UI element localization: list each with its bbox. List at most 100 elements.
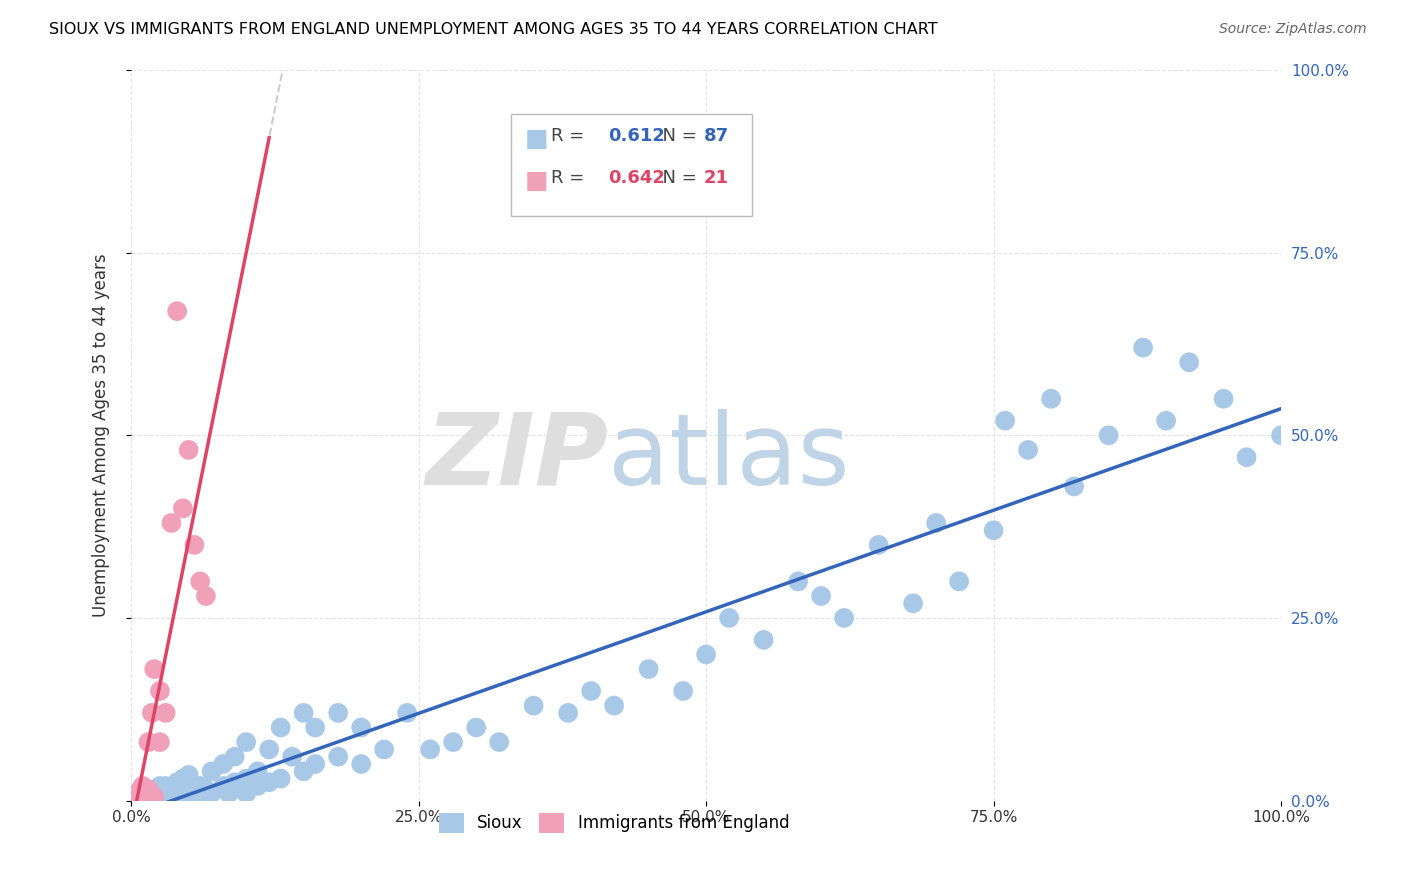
- Point: [138, 782, 160, 797]
- Point: [328, 706, 350, 720]
- Point: [901, 596, 924, 610]
- Point: [465, 721, 488, 735]
- Text: N =: N =: [651, 169, 703, 186]
- Point: [177, 768, 200, 782]
- Point: [166, 304, 188, 318]
- Point: [292, 706, 315, 720]
- Point: [672, 684, 695, 698]
- Point: [143, 782, 166, 797]
- Point: [194, 589, 217, 603]
- Point: [138, 735, 160, 749]
- Point: [810, 589, 832, 603]
- Point: [155, 779, 177, 793]
- Point: [441, 735, 464, 749]
- Point: [149, 735, 172, 749]
- Point: [177, 442, 200, 457]
- Point: [166, 775, 188, 789]
- Point: [143, 789, 166, 804]
- Point: [925, 516, 948, 530]
- Text: SIOUX VS IMMIGRANTS FROM ENGLAND UNEMPLOYMENT AMONG AGES 35 TO 44 YEARS CORRELAT: SIOUX VS IMMIGRANTS FROM ENGLAND UNEMPLO…: [49, 22, 938, 37]
- Point: [350, 757, 373, 772]
- Point: [131, 789, 153, 804]
- Point: [131, 786, 153, 800]
- Text: 21: 21: [704, 169, 728, 186]
- Point: [141, 706, 163, 720]
- Point: [257, 742, 280, 756]
- Point: [270, 772, 292, 786]
- Point: [304, 757, 326, 772]
- Point: [172, 786, 194, 800]
- Point: [218, 786, 240, 800]
- Point: [183, 538, 205, 552]
- Point: [149, 684, 172, 698]
- Text: N =: N =: [651, 127, 703, 145]
- Point: [695, 648, 717, 662]
- Point: [125, 788, 148, 802]
- Point: [948, 574, 970, 589]
- Point: [1132, 341, 1154, 355]
- Text: ■: ■: [524, 169, 548, 193]
- Point: [160, 788, 183, 802]
- Point: [281, 749, 304, 764]
- Point: [138, 785, 160, 799]
- Text: 0.642: 0.642: [609, 169, 665, 186]
- Point: [1270, 428, 1292, 442]
- Point: [488, 735, 510, 749]
- Point: [235, 735, 257, 749]
- Y-axis label: Unemployment Among Ages 35 to 44 years: Unemployment Among Ages 35 to 44 years: [93, 253, 110, 617]
- Point: [1040, 392, 1063, 406]
- Point: [557, 706, 579, 720]
- Point: [143, 789, 166, 804]
- Point: [304, 721, 326, 735]
- Point: [155, 706, 177, 720]
- Point: [292, 764, 315, 779]
- Legend: Sioux, Immigrants from England: Sioux, Immigrants from England: [432, 806, 796, 839]
- Point: [212, 757, 235, 772]
- Point: [129, 786, 152, 800]
- Point: [718, 611, 741, 625]
- Point: [125, 789, 148, 804]
- Point: [201, 786, 224, 800]
- Point: [235, 772, 257, 786]
- Point: [188, 574, 211, 589]
- Point: [149, 779, 172, 793]
- Point: [396, 706, 419, 720]
- Point: [523, 698, 546, 713]
- Text: atlas: atlas: [609, 409, 851, 506]
- Point: [143, 662, 166, 676]
- Point: [373, 742, 395, 756]
- Point: [1178, 355, 1201, 369]
- Point: [270, 721, 292, 735]
- Point: [224, 749, 246, 764]
- Point: [125, 786, 148, 800]
- Point: [1063, 479, 1085, 493]
- Point: [212, 779, 235, 793]
- Point: [188, 788, 211, 802]
- Point: [129, 782, 152, 797]
- Text: ZIP: ZIP: [426, 409, 609, 506]
- Point: [637, 662, 659, 676]
- Point: [603, 698, 626, 713]
- Point: [868, 538, 890, 552]
- Point: [246, 764, 269, 779]
- Text: ■: ■: [524, 127, 548, 151]
- Point: [224, 775, 246, 789]
- Point: [149, 788, 172, 802]
- Point: [983, 523, 1005, 537]
- Point: [166, 789, 188, 804]
- Point: [579, 684, 602, 698]
- Point: [131, 788, 153, 802]
- Point: [160, 516, 183, 530]
- Point: [1017, 442, 1039, 457]
- Point: [1212, 392, 1234, 406]
- Text: 0.612: 0.612: [609, 127, 665, 145]
- Point: [787, 574, 810, 589]
- Point: [177, 782, 200, 797]
- Point: [134, 786, 156, 800]
- Point: [143, 786, 166, 800]
- Point: [155, 789, 177, 804]
- Text: R =: R =: [551, 127, 591, 145]
- Point: [246, 779, 269, 793]
- Point: [188, 779, 211, 793]
- Point: [350, 721, 373, 735]
